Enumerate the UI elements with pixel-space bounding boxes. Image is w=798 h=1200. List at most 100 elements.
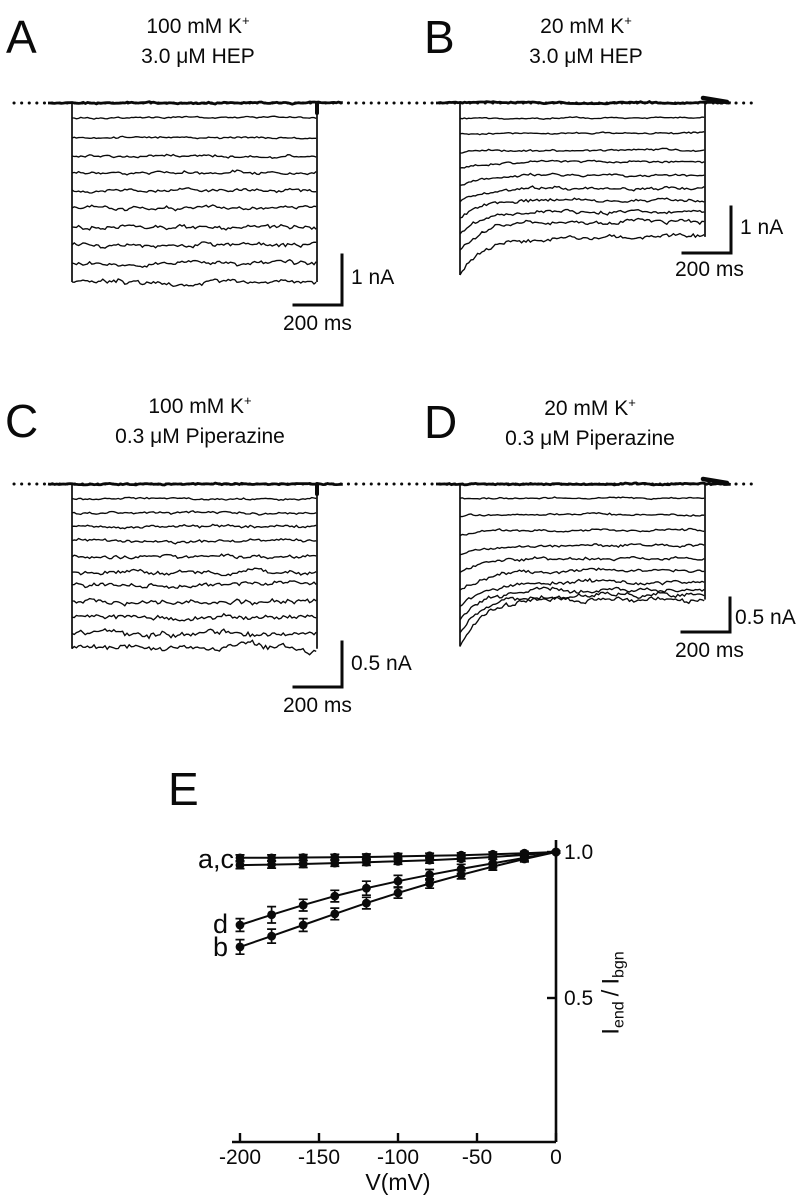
y-axis-title-i-end: I [597, 1028, 625, 1035]
trace [71, 259, 317, 268]
panel-a-title-text: 100 mM K [146, 15, 243, 38]
trace [459, 556, 705, 573]
panel-c-letter: C [5, 395, 39, 447]
panel-a-superscript: + [242, 13, 250, 28]
data-point [456, 854, 466, 864]
panel-b-title-text: 20 mM K [540, 15, 625, 38]
trace [459, 172, 705, 186]
x-axis-tick-label: -150 [297, 1146, 341, 1169]
panel-e-letter: E [168, 763, 199, 815]
panel-c-title: 100 mM K+ 0.3 μM Piperazine [115, 386, 285, 452]
panel-c-title-text: 100 mM K [148, 395, 245, 418]
panel-a-vscale-label: 1 nA [351, 266, 395, 289]
trace [71, 169, 317, 176]
panel-c-traces [47, 481, 343, 656]
panel-a-title-line1: 100 mM K+ [141, 6, 255, 42]
data-point [267, 910, 276, 920]
data-point [267, 853, 276, 863]
data-point [235, 860, 245, 870]
x-axis-tick-label: -50 [461, 1146, 493, 1169]
panel-b-superscript: + [624, 13, 632, 28]
trace [71, 135, 317, 140]
trace [459, 159, 705, 169]
panel-b-traces [435, 95, 732, 276]
trace [71, 628, 317, 640]
plot-axes [232, 840, 558, 1144]
panel-d-title-line2: 0.3 μM Piperazine [505, 427, 675, 450]
y-axis-title-sub-end: end [610, 1001, 628, 1029]
data-point [267, 860, 276, 869]
data-point [425, 879, 434, 888]
panel-d-title-text: 20 mM K [544, 397, 629, 420]
panel-c-title-line1: 100 mM K+ [115, 386, 285, 422]
data-point [488, 862, 498, 871]
trace [71, 523, 317, 530]
data-point [298, 920, 308, 930]
series-b [235, 847, 561, 956]
data-point [235, 920, 245, 930]
scale-bar [681, 205, 733, 255]
panel-d-title-line1: 20 mM K+ [505, 388, 675, 424]
scale-bar [292, 253, 344, 307]
baseline-trace [436, 481, 731, 487]
panel-b-vscale-label: 1 nA [740, 216, 784, 239]
trace [72, 115, 317, 120]
data-point [551, 847, 561, 857]
trace [71, 597, 317, 607]
series-label-d: d [212, 909, 228, 939]
data-point [362, 883, 371, 893]
x-axis-tick-label: -100 [376, 1146, 420, 1169]
data-point [235, 942, 245, 952]
data-point [330, 858, 340, 868]
data-point [267, 931, 276, 941]
panel-a-title: 100 mM K+ 3.0 μM HEP [141, 6, 255, 72]
offset-capacitive-spike [700, 476, 730, 486]
trace [459, 595, 705, 647]
trace [71, 580, 317, 589]
panel-b-letter: B [424, 11, 455, 63]
panel-a-letter: A [6, 11, 37, 63]
panel-a-hscale-label: 200 ms [283, 312, 352, 335]
trace [71, 278, 317, 288]
trace [459, 591, 705, 634]
offset-capacitive-spike [700, 95, 730, 105]
data-point [393, 856, 403, 866]
trace [459, 586, 705, 621]
trace [71, 639, 317, 656]
data-point [362, 857, 371, 867]
data-point [520, 854, 529, 864]
series-line [239, 851, 557, 948]
panel-d-superscript: + [628, 395, 636, 410]
series-label-b: b [212, 932, 228, 962]
data-point [393, 876, 403, 886]
y-axis-tick-label-1: 1.0 [564, 841, 594, 864]
panel-b-title: 20 mM K+ 3.0 μM HEP [529, 6, 643, 72]
data-point [425, 855, 434, 865]
trace [71, 223, 317, 231]
scale-bar [680, 596, 732, 634]
trace [459, 577, 705, 607]
baseline-trace [47, 481, 343, 487]
trace [71, 241, 317, 249]
y-axis-tick-label-05: 0.5 [564, 987, 594, 1010]
panel-d-hscale-label: 200 ms [675, 639, 744, 662]
trace [459, 543, 705, 556]
y-axis-title-sub-bgn: bgn [610, 951, 628, 978]
trace [459, 496, 705, 501]
data-point [298, 900, 308, 910]
trace [71, 553, 317, 560]
data-point [456, 870, 466, 880]
trace [459, 567, 705, 591]
y-axis-title-i-bgn: I [597, 977, 625, 985]
panel-c-title-line2: 0.3 μM Piperazine [115, 425, 285, 448]
baseline-trace [48, 100, 343, 106]
panel-b-title-line1: 20 mM K+ [529, 6, 643, 42]
trace [459, 147, 705, 154]
x-axis-tick-label: -200 [218, 1146, 262, 1169]
trace [459, 185, 705, 203]
panel-b-hscale-label: 200 ms [675, 258, 744, 281]
data-point [362, 898, 371, 908]
y-axis-title-slash: / [597, 989, 625, 997]
x-axis-tick-label: 0 [550, 1146, 562, 1169]
